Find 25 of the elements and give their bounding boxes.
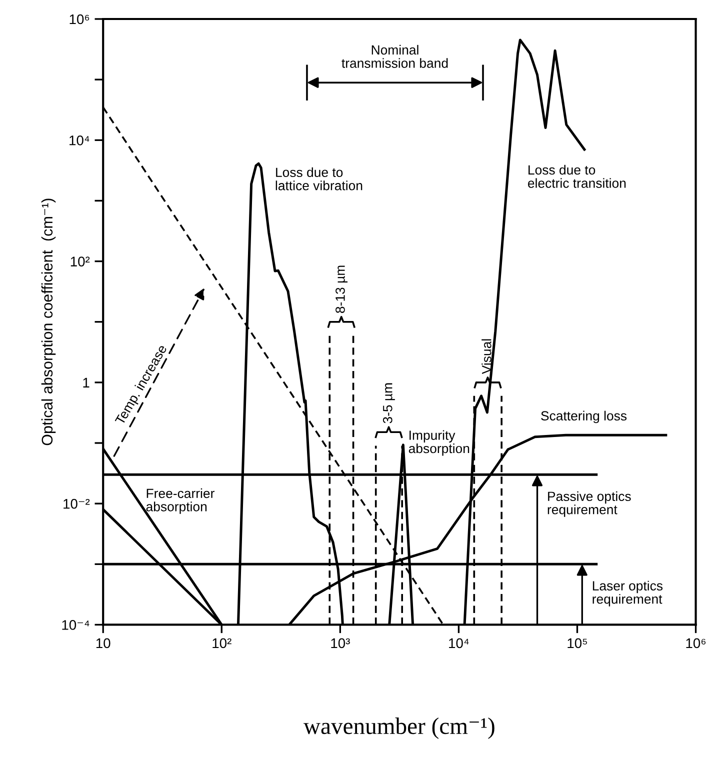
annotation: Impurity absorption	[408, 430, 470, 456]
x-tick-label: 10³	[331, 638, 350, 648]
x-tick-label: 10²	[212, 638, 232, 648]
x-axis-title: wavenumber (cm⁻¹)	[303, 718, 494, 739]
annotation: 8-13 µm	[336, 266, 348, 313]
annotation: Laser optics requirement	[592, 580, 663, 606]
y-tick-label: 10²	[70, 256, 90, 266]
y-tick-label: 10⁶	[70, 14, 90, 24]
x-tick-label: 10⁶	[686, 638, 706, 648]
annotation: Visual	[482, 339, 492, 374]
y-tick-label: 10⁻⁴	[62, 620, 90, 630]
annotation: Passive optics requirement	[548, 491, 631, 517]
annotation: Loss due to lattice vibration	[276, 167, 362, 190]
y-tick-label: 10⁴	[70, 135, 90, 146]
annotation: Free-carrier absorption	[146, 488, 214, 514]
y-axis-title: Optical absorption coefficient (cm⁻¹)	[41, 198, 56, 446]
x-tick-label: 10⁴	[449, 638, 469, 648]
y-tick-label: 1	[83, 378, 90, 388]
annotation: Scattering loss	[541, 410, 627, 424]
annotation: Nominal transmission band	[342, 44, 448, 68]
y-tick-label: 10⁻²	[64, 498, 90, 509]
x-tick-label: 10⁵	[568, 638, 587, 648]
annotation: 3-5 µm	[382, 383, 395, 424]
x-tick-label: 10	[96, 638, 110, 648]
annotation: Loss due to electric transition	[528, 164, 626, 188]
